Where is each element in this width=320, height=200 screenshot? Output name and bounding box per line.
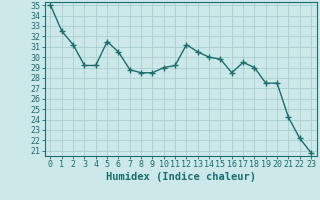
X-axis label: Humidex (Indice chaleur): Humidex (Indice chaleur) bbox=[106, 172, 256, 182]
